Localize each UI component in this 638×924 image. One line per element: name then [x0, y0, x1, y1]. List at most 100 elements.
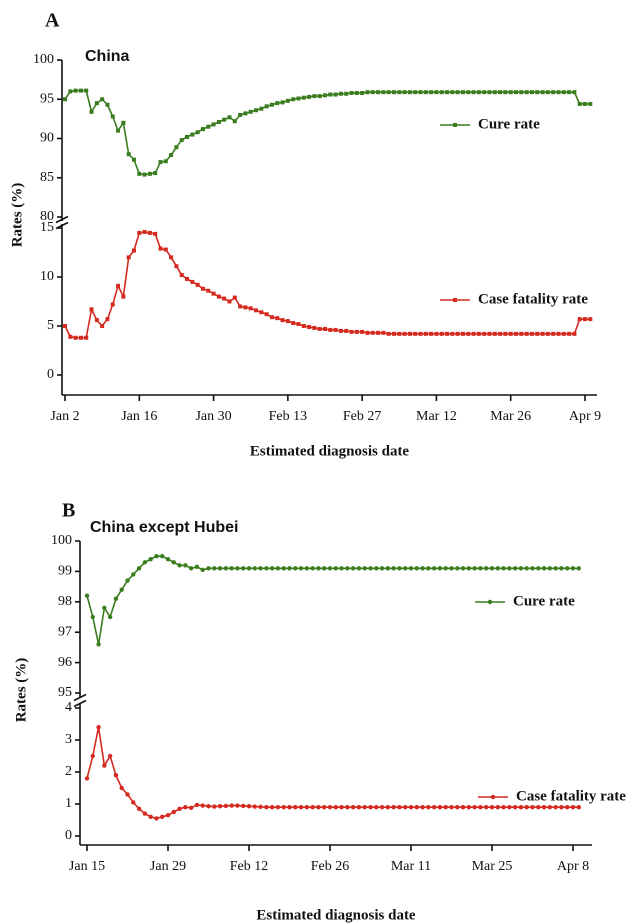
data-point: [471, 331, 476, 336]
y-tick-label: 15: [40, 220, 54, 235]
data-point: [420, 566, 425, 571]
data-point: [338, 328, 343, 333]
data-point: [148, 814, 153, 819]
data-point: [275, 566, 281, 571]
data-point: [206, 566, 211, 571]
data-point: [323, 326, 327, 331]
data-point: [264, 566, 269, 571]
data-point: [126, 255, 131, 260]
data-point: [110, 114, 115, 119]
data-point: [227, 115, 232, 120]
data-point: [536, 566, 541, 571]
data-point: [179, 138, 184, 143]
data-point: [498, 331, 503, 336]
data-point: [484, 805, 489, 810]
data-point: [142, 811, 148, 816]
data-point: [501, 566, 506, 571]
data-point: [165, 813, 171, 818]
data-point: [121, 120, 126, 125]
data-point: [551, 90, 556, 95]
data-point: [179, 273, 184, 278]
data-point: [119, 785, 124, 791]
data-point: [339, 566, 344, 571]
data-point: [200, 803, 205, 808]
data-point: [501, 805, 506, 810]
data-point: [293, 805, 298, 810]
y-tick-label: 80: [40, 209, 54, 224]
data-point: [365, 90, 370, 95]
data-point: [269, 315, 274, 320]
data-point: [402, 90, 407, 95]
data-point: [298, 566, 304, 571]
data-point: [298, 805, 304, 810]
data-point: [200, 567, 205, 573]
data-point: [174, 264, 179, 269]
data-point: [540, 90, 545, 95]
data-point: [254, 308, 259, 313]
data-point: [280, 318, 285, 323]
data-point: [487, 331, 492, 336]
data-point: [105, 317, 110, 322]
data-point: [222, 296, 227, 301]
data-point: [443, 566, 448, 571]
data-point: [121, 294, 126, 299]
data-point: [333, 327, 338, 332]
data-point: [78, 88, 83, 93]
data-point: [437, 805, 443, 810]
data-point: [125, 792, 130, 797]
data-point: [312, 325, 317, 330]
data-point: [310, 566, 315, 571]
data-point: [450, 90, 455, 95]
data-point: [553, 566, 558, 571]
data-point: [429, 90, 434, 95]
data-point: [84, 593, 90, 598]
legend-marker: [453, 123, 457, 127]
y-tick-label: 4: [65, 700, 72, 715]
data-point: [540, 331, 545, 336]
data-point: [466, 805, 472, 810]
data-point: [188, 805, 194, 811]
data-point: [541, 805, 547, 810]
data-point: [264, 805, 269, 810]
data-point: [434, 331, 439, 336]
data-point: [258, 804, 263, 810]
data-point: [333, 92, 338, 97]
data-point: [503, 331, 508, 336]
x-tick-label: Mar 11: [391, 859, 431, 874]
data-point: [307, 94, 312, 99]
data-point: [508, 90, 513, 95]
y-axis-label: Rates (%): [13, 658, 29, 723]
data-point: [246, 804, 252, 809]
data-point: [577, 317, 582, 322]
legend-label: Cure rate: [513, 593, 575, 609]
data-point: [423, 90, 428, 95]
data-point: [489, 805, 495, 810]
data-point: [518, 805, 524, 810]
data-point: [211, 122, 216, 127]
x-tick-label: Mar 26: [490, 409, 531, 424]
data-point: [514, 331, 519, 336]
data-point: [413, 331, 418, 336]
data-point: [310, 805, 315, 810]
data-point: [541, 566, 547, 571]
data-point: [322, 805, 327, 810]
data-point: [588, 317, 593, 322]
data-point: [407, 331, 412, 336]
data-point: [524, 805, 529, 810]
data-point: [376, 90, 381, 95]
data-point: [113, 596, 119, 601]
data-point: [466, 566, 472, 571]
data-point: [512, 805, 518, 810]
data-point: [386, 90, 391, 95]
data-point: [73, 335, 78, 340]
data-point: [160, 814, 165, 819]
data-point: [281, 805, 286, 810]
data-point: [386, 331, 391, 336]
data-point: [508, 331, 513, 336]
y-tick-label: 85: [40, 170, 54, 185]
data-point: [381, 330, 386, 335]
x-tick-label: Jan 30: [195, 409, 231, 424]
data-point: [63, 324, 67, 328]
x-tick-label: Jan 16: [121, 409, 157, 424]
data-point: [177, 563, 182, 568]
